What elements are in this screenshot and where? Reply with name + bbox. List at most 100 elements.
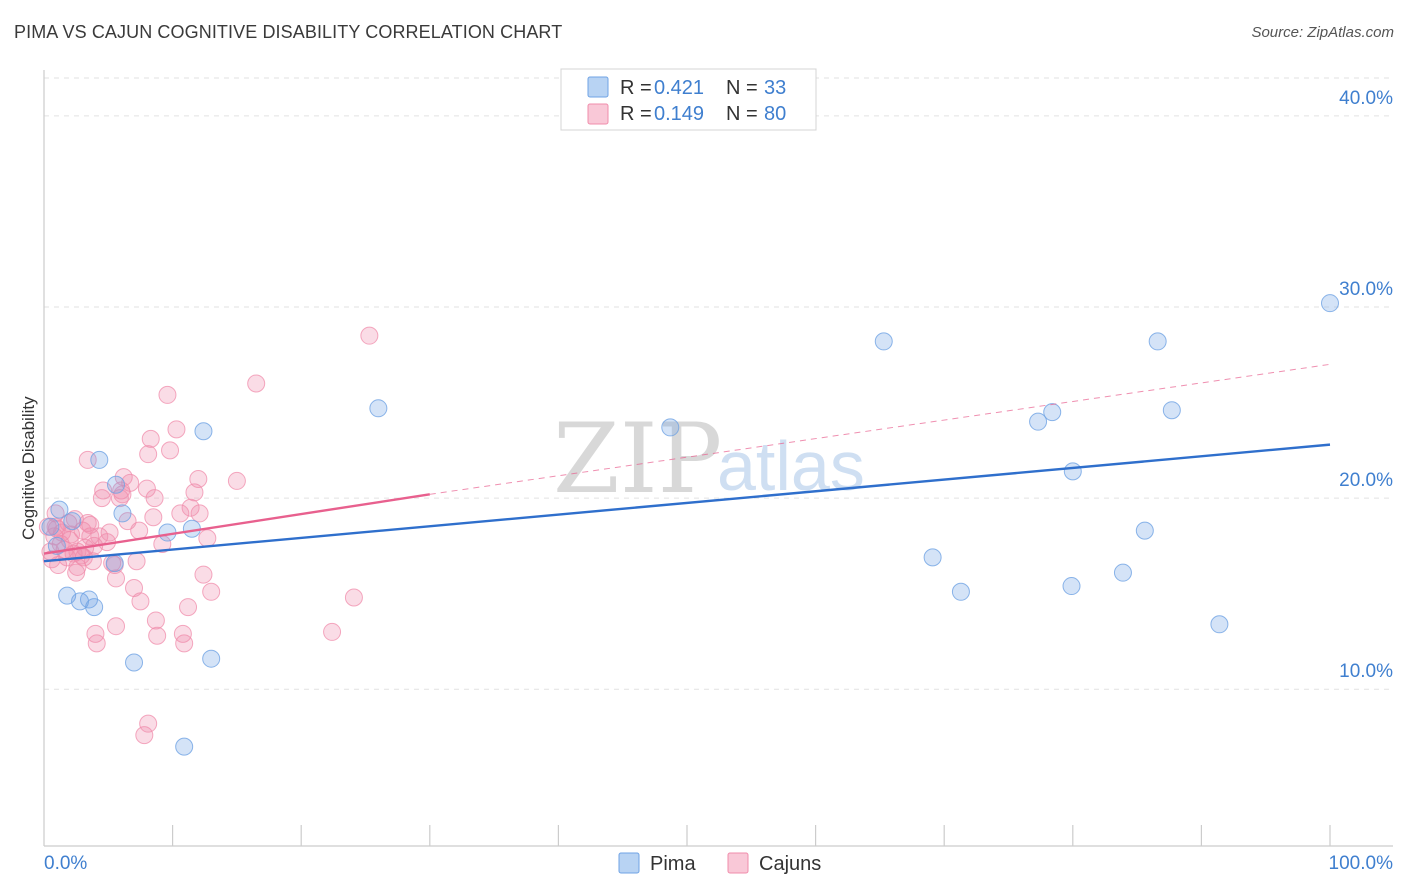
- y-tick-label-20: 20.0%: [1339, 470, 1393, 491]
- x-tick-label-min: 0.0%: [44, 853, 87, 874]
- pima-point: [1063, 462, 1082, 481]
- cajun-point: [137, 479, 156, 498]
- cajun-point: [62, 525, 81, 544]
- bottom-legend-cajun: Cajuns: [759, 853, 821, 875]
- pima-point: [125, 653, 144, 672]
- x-tick-label-max: 100.0%: [1329, 853, 1394, 874]
- cajun-point: [100, 523, 119, 542]
- legend-pima-r-label: R =: [620, 77, 652, 99]
- legend-cajun-n-value: 80: [764, 103, 786, 125]
- pima-point: [923, 548, 942, 567]
- pima-point: [951, 582, 970, 601]
- pima-point: [107, 475, 126, 494]
- legend-pima-r-value: 0.421: [654, 77, 704, 99]
- pima-point: [41, 517, 60, 536]
- pima-point: [369, 399, 388, 418]
- y-tick-label-10: 10.0%: [1339, 661, 1393, 682]
- trend-line-cajun: [43, 493, 430, 555]
- pima-point: [182, 519, 201, 538]
- bottom-legend-swatch-cajun: [727, 852, 749, 874]
- cajun-point: [121, 473, 140, 492]
- cajun-point: [141, 429, 160, 448]
- legend-swatch-cajun: [587, 103, 609, 125]
- pima-point: [194, 422, 213, 441]
- pima-point: [661, 418, 680, 437]
- pima-point: [85, 598, 104, 617]
- cajun-point: [127, 552, 146, 571]
- y-axis-title: Cognitive Disability: [19, 396, 38, 540]
- pima-point: [105, 554, 124, 573]
- pima-point: [1029, 412, 1048, 431]
- cajun-point: [139, 714, 158, 733]
- cajun-point: [148, 626, 167, 645]
- cajun-point: [146, 611, 165, 630]
- x-axis-ticks: [172, 825, 1331, 846]
- cajun-point: [107, 617, 126, 636]
- series-legend: Pima Cajuns: [618, 852, 821, 875]
- legend-cajun-n-label: N =: [726, 103, 758, 125]
- cajun-point: [247, 374, 266, 393]
- cajun-point: [130, 521, 149, 540]
- pima-point: [63, 512, 82, 531]
- pima-point: [1162, 401, 1181, 420]
- cajun-point: [171, 504, 190, 523]
- watermark-atlas: atlas: [717, 427, 865, 505]
- pima-point: [874, 332, 893, 351]
- legend-cajun-r-label: R =: [620, 103, 652, 125]
- cajun-point: [46, 517, 65, 536]
- cajun-point: [189, 470, 208, 489]
- pima-point: [1321, 294, 1339, 313]
- pima-point: [90, 450, 109, 469]
- trend-line-pima: [43, 443, 1331, 563]
- pima-point: [1043, 403, 1062, 422]
- cajun-point: [135, 726, 154, 745]
- cajun-point: [181, 498, 200, 517]
- y-tick-label-30: 30.0%: [1339, 279, 1393, 300]
- pima-point: [1135, 521, 1154, 540]
- cajun-point: [78, 513, 97, 532]
- cajun-point: [161, 441, 180, 460]
- cajun-point: [173, 624, 192, 643]
- pima-point: [1148, 332, 1167, 351]
- cajun-point: [139, 445, 158, 464]
- trend-lines: [43, 363, 1331, 563]
- bottom-legend-swatch-pima: [618, 852, 640, 874]
- pima-point: [202, 649, 221, 668]
- chart-title: PIMA VS CAJUN COGNITIVE DISABILITY CORRE…: [14, 22, 563, 42]
- legend-pima-n-label: N =: [726, 77, 758, 99]
- cajun-point: [360, 326, 379, 345]
- pima-point: [1210, 615, 1229, 634]
- cajun-point: [202, 582, 221, 601]
- cajun-point: [179, 598, 198, 617]
- watermark-zip: ZIP: [553, 403, 722, 515]
- cajun-point: [198, 529, 217, 548]
- legend-pima-n-value: 33: [764, 77, 786, 99]
- cajun-point: [145, 489, 164, 508]
- cajun-point: [190, 504, 209, 523]
- gridlines: [44, 77, 1393, 690]
- pima-series: [41, 294, 1339, 756]
- cajun-point: [344, 588, 363, 607]
- stats-legend: R = 0.421 N = 33 R = 0.149 N = 80: [560, 68, 817, 131]
- cajun-point: [81, 527, 100, 546]
- cajun-point: [158, 385, 177, 404]
- pima-point: [1113, 563, 1132, 582]
- cajun-point: [227, 471, 246, 490]
- cajun-point: [86, 624, 105, 643]
- cajun-series: [38, 326, 379, 745]
- y-tick-label-40: 40.0%: [1339, 88, 1393, 109]
- cajun-point: [87, 634, 106, 653]
- cajun-point: [167, 420, 186, 439]
- cajun-point: [92, 489, 111, 508]
- source-label: Source: ZipAtlas.com: [1251, 24, 1394, 41]
- cajun-point: [185, 483, 204, 502]
- bottom-legend-pima: Pima: [650, 853, 696, 875]
- pima-point: [175, 737, 194, 756]
- cajun-point: [323, 622, 342, 641]
- cajun-point: [144, 508, 163, 527]
- pima-point: [113, 504, 132, 523]
- cajun-point: [194, 565, 213, 584]
- cajun-point: [175, 634, 194, 653]
- legend-swatch-pima: [587, 76, 609, 98]
